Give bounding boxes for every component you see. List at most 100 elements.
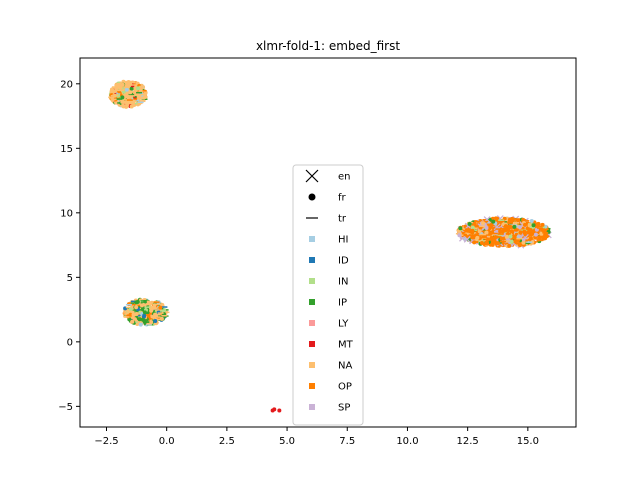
data-point (498, 229, 503, 234)
data-point (139, 303, 144, 308)
data-point (125, 84, 130, 89)
data-point (129, 86, 134, 91)
data-point (158, 305, 163, 310)
data-points (108, 79, 552, 413)
data-point (153, 312, 158, 317)
x-tick-label: 15.0 (517, 436, 539, 447)
data-point (120, 82, 125, 87)
data-point (472, 240, 477, 245)
legend-label: MT (338, 340, 354, 351)
legend-swatch (309, 383, 315, 389)
legend-label: NA (338, 361, 352, 372)
data-point (124, 100, 129, 105)
data-point (472, 221, 477, 226)
x-tick-label: 5.0 (279, 436, 295, 447)
data-point (467, 221, 472, 226)
y-tick-label: 15 (60, 144, 73, 155)
data-point (137, 317, 142, 322)
legend-swatch (309, 236, 315, 242)
plot-frame (79, 57, 577, 428)
data-point (146, 300, 151, 305)
legend-swatch (309, 299, 315, 305)
data-point (518, 230, 523, 235)
data-point (143, 92, 148, 97)
data-point (484, 240, 489, 245)
data-point (503, 224, 508, 229)
data-point (470, 225, 475, 230)
x-tick-label: 12.5 (457, 436, 479, 447)
data-point (509, 229, 514, 234)
data-point (533, 232, 538, 237)
legend-label: IN (338, 277, 348, 288)
data-point (112, 89, 117, 94)
data-point (512, 224, 517, 229)
data-point (138, 322, 143, 327)
data-point (463, 235, 471, 243)
y-tick-label: 5 (67, 273, 73, 284)
data-point (136, 94, 141, 99)
data-point (467, 229, 472, 234)
data-point (114, 100, 119, 105)
data-point (499, 236, 504, 241)
legend-label: tr (338, 214, 347, 225)
data-point (507, 220, 512, 225)
data-point (508, 224, 513, 229)
legend-swatch (309, 341, 315, 347)
data-point (530, 240, 535, 245)
legend-label: fr (338, 193, 347, 204)
legend-swatch (309, 362, 315, 368)
data-point (109, 89, 114, 94)
data-point (528, 227, 533, 232)
x-axis: −2.5 0.0 2.5 5.0 7.5 10.0 12.5 15.0 (94, 427, 539, 447)
data-point (517, 225, 522, 230)
data-point (135, 86, 140, 91)
data-point (508, 234, 513, 239)
y-axis: −5 0 5 10 15 20 (58, 79, 80, 413)
data-point (153, 319, 158, 324)
data-point (485, 237, 490, 242)
data-point (128, 90, 133, 95)
data-point (124, 87, 129, 92)
data-point (504, 234, 509, 239)
x-tick-label: 10.0 (396, 436, 418, 447)
legend-swatch (309, 257, 315, 263)
data-point (536, 221, 541, 226)
legend: en fr tr HI ID IN IP LY MT NA OP SP (292, 164, 364, 426)
legend-label: en (338, 172, 351, 183)
data-point (124, 103, 129, 108)
data-point (149, 308, 154, 313)
legend-marker (308, 193, 316, 201)
legend-marker (305, 169, 319, 183)
data-point (121, 79, 126, 84)
data-point (142, 313, 147, 318)
data-point (135, 299, 140, 304)
data-point (489, 235, 494, 240)
legend-label: OP (338, 382, 352, 393)
data-point (541, 228, 546, 233)
data-point (272, 407, 277, 412)
data-point (480, 221, 485, 226)
data-point (528, 236, 533, 241)
legend-label: IP (338, 298, 347, 309)
x-tick-label: 7.5 (339, 436, 355, 447)
data-point (120, 95, 125, 100)
data-point (521, 217, 526, 222)
data-point (121, 103, 126, 108)
data-point (479, 240, 484, 245)
data-point (491, 239, 496, 244)
legend-swatch (309, 320, 315, 326)
data-point (131, 312, 136, 317)
x-tick-label: −2.5 (94, 436, 118, 447)
legend-swatch (309, 278, 315, 284)
data-point (159, 316, 164, 321)
data-point (492, 226, 497, 231)
data-point (494, 234, 499, 239)
y-tick-label: 20 (60, 79, 73, 90)
data-point (458, 226, 463, 231)
data-point (495, 241, 500, 246)
data-point (146, 314, 151, 319)
data-point (509, 239, 514, 244)
legend-label: SP (338, 403, 350, 414)
data-point (149, 319, 154, 324)
